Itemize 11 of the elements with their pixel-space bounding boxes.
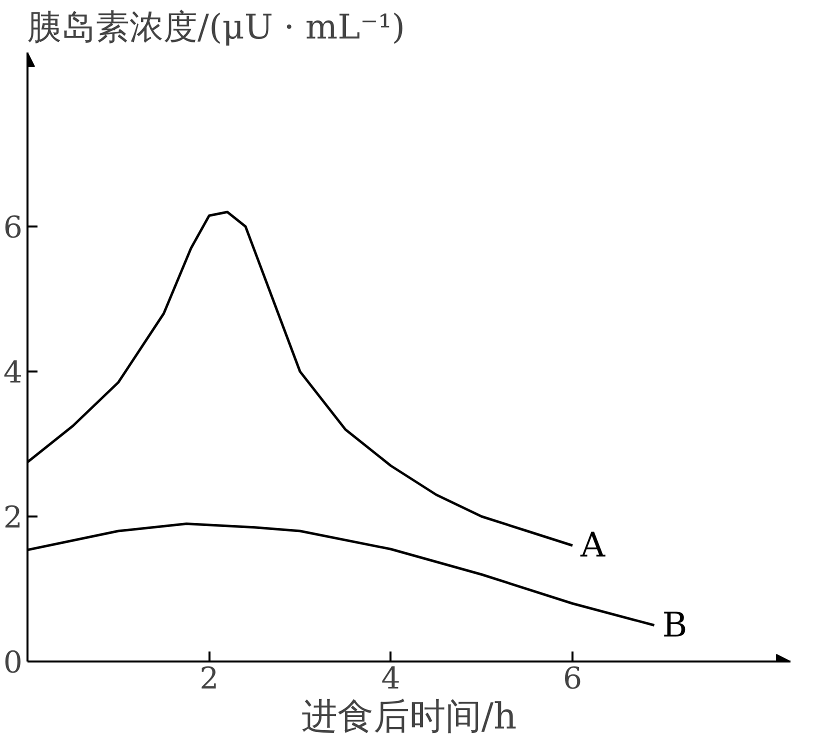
y-tick-label: 2: [3, 500, 23, 536]
y-tick-label: 6: [3, 210, 23, 246]
x-tick-label: 6: [562, 662, 582, 696]
series-label: A: [580, 526, 606, 566]
y-tick-label: 4: [3, 356, 23, 390]
y-axis-title: 胰岛素浓度/(μU · mL⁻¹): [28, 8, 406, 48]
x-axis-title: 进食后时间/h: [301, 696, 517, 738]
x-tick-label: 4: [381, 662, 400, 696]
series-label: B: [662, 605, 688, 646]
x-tick-label: 2: [200, 662, 219, 696]
y-tick-label: 0: [3, 646, 23, 680]
